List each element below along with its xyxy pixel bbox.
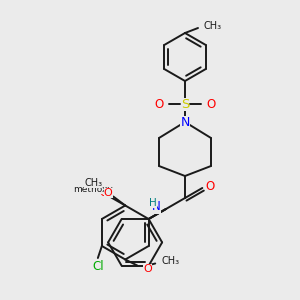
Text: CH₃: CH₃ — [161, 256, 179, 266]
Text: Cl: Cl — [92, 260, 104, 272]
Text: O: O — [104, 188, 112, 197]
Text: O: O — [206, 98, 216, 110]
Text: O: O — [206, 181, 215, 194]
Text: CH₃: CH₃ — [203, 21, 221, 31]
Text: O: O — [99, 188, 107, 197]
Text: N: N — [152, 200, 161, 214]
Text: CH₃: CH₃ — [84, 178, 102, 188]
Text: N: N — [180, 116, 190, 128]
Text: S: S — [181, 98, 189, 110]
Text: methoxy: methoxy — [74, 185, 113, 194]
Text: O: O — [154, 98, 164, 110]
Text: O: O — [143, 263, 152, 274]
Text: H: H — [149, 198, 157, 208]
